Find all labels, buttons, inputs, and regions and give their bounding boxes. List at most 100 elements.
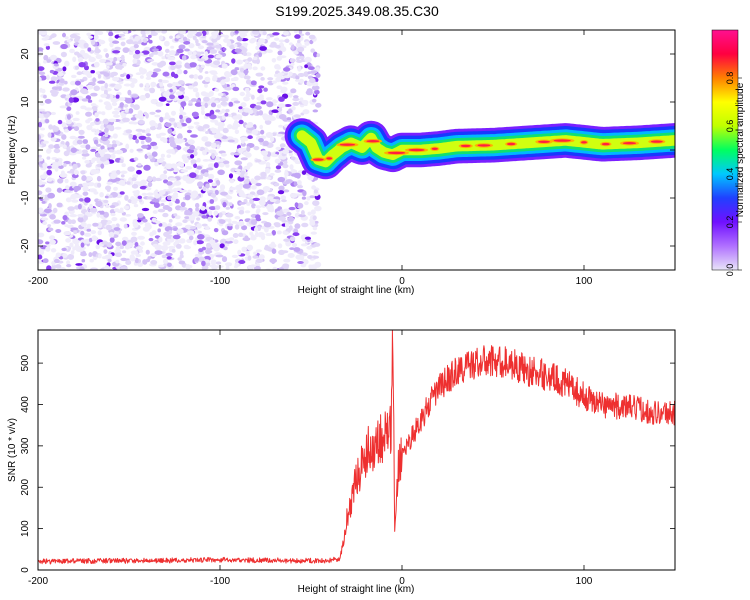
noise-blob [170,196,176,202]
noise-blob [300,243,308,247]
noise-blob [202,159,210,162]
noise-blob [287,253,295,258]
noise-blob [185,264,193,269]
noise-blob [147,181,153,187]
noise-blob [39,127,46,131]
noise-blob [306,245,313,250]
noise-blob [108,231,115,238]
noise-blob [141,192,148,196]
noise-blob [49,214,56,220]
noise-blob [166,256,172,260]
spectrogram-x-tick-label: 0 [399,276,405,287]
noise-blob [78,39,86,44]
noise-blob [65,94,71,99]
noise-blob [100,210,105,215]
noise-blob [105,53,109,58]
noise-blob [41,200,46,204]
noise-blob [90,122,95,126]
noise-blob [290,88,297,94]
noise-blob [55,264,62,269]
noise-blob [113,30,122,33]
noise-blob [43,94,47,99]
noise-blob [133,44,139,49]
noise-blob [135,138,140,144]
noise-blob [309,39,314,45]
noise-blob [247,135,253,140]
noise-blob [38,254,43,260]
noise-blob [38,134,41,141]
noise-blob [159,116,164,123]
noise-blob [125,260,132,265]
noise-blob [205,131,210,134]
ridge-halo-blob [676,136,682,140]
noise-blob [286,211,292,216]
noise-blob [251,203,256,209]
noise-blob [129,36,134,40]
noise-blob [61,134,67,140]
noise-blob [152,145,159,150]
noise-blob [150,81,157,88]
noise-blob [272,32,280,36]
noise-blob [263,87,268,92]
noise-blob [260,129,265,135]
noise-blob [162,205,171,210]
noise-blob [214,30,219,34]
noise-blob [283,67,291,72]
noise-blob [49,69,55,74]
noise-blob [113,107,122,111]
noise-blob [53,144,61,149]
noise-blob [216,104,222,109]
noise-blob [234,168,242,172]
noise-blob [160,137,166,142]
noise-blob [134,242,139,247]
noise-blob [245,124,254,128]
noise-blob [60,43,68,50]
noise-blob [255,45,260,51]
noise-blob [180,101,187,107]
noise-blob [278,185,285,191]
noise-blob [163,231,170,237]
noise-blob [183,244,190,249]
noise-blob [115,149,124,155]
noise-blob [133,204,139,208]
noise-blob [132,220,137,226]
noise-blob [57,160,63,166]
noise-blob [103,101,111,106]
noise-blob [103,211,109,218]
noise-blob [197,58,206,62]
noise-blob [42,258,49,264]
colorbar-tick-label: 0.6 [725,120,735,133]
noise-blob [169,61,176,66]
noise-blob [294,34,301,39]
noise-blob [221,256,228,263]
noise-blob [217,92,224,97]
noise-blob [219,238,228,245]
noise-blob [276,230,282,235]
noise-blob [95,128,100,135]
noise-blob [54,258,60,264]
noise-blob [301,99,309,105]
noise-blob [77,213,85,218]
noise-blob [78,198,84,202]
noise-blob [82,70,90,75]
noise-blob [88,252,93,258]
noise-blob [277,103,286,108]
noise-blob [247,57,253,62]
noise-blob [125,143,130,150]
noise-blob [100,163,105,169]
noise-blob [221,63,228,69]
noise-blob [291,44,295,50]
noise-blob [97,182,102,188]
noise-blob [124,194,129,201]
noise-blob [178,87,185,92]
noise-blob [148,237,154,242]
noise-blob [197,234,205,240]
noise-blob [183,40,191,45]
noise-blob [293,51,299,55]
noise-blob [279,55,287,59]
noise-blob [315,73,321,78]
noise-blob [190,159,197,165]
noise-blob [260,100,267,105]
noise-blob [80,105,87,110]
noise-blob [197,126,205,132]
